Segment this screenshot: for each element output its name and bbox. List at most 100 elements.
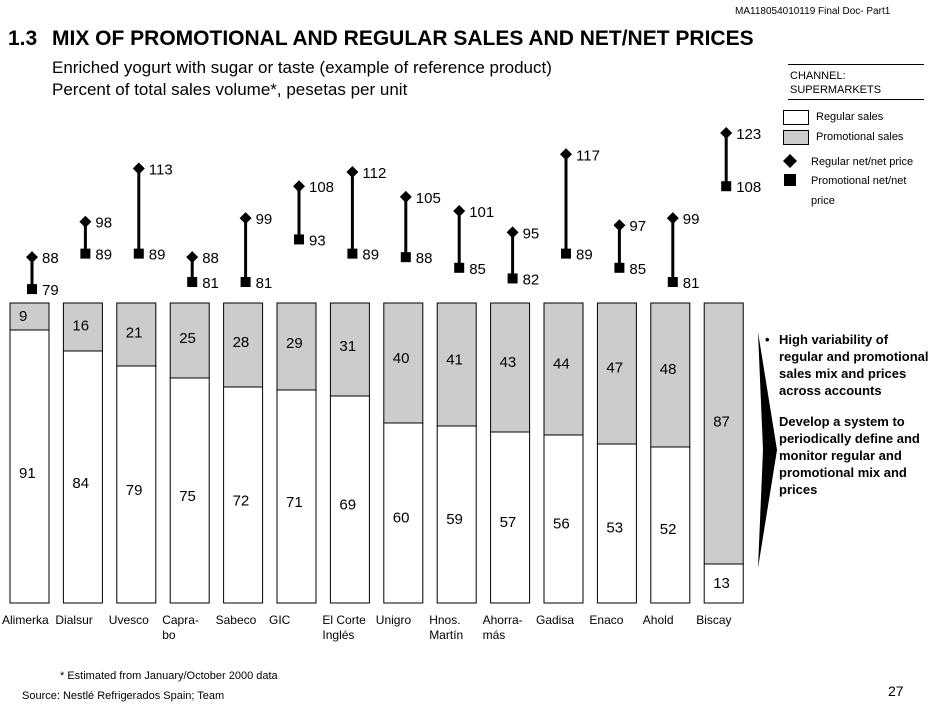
category-label: Martín: [429, 628, 463, 642]
bar-label-regular: 57: [500, 514, 517, 531]
bar-label-promotional: 9: [19, 308, 27, 325]
bar-regular: [223, 386, 264, 604]
bar-label-regular: 75: [179, 488, 196, 505]
bar-promotional: [703, 302, 744, 565]
category-label: GIC: [269, 613, 291, 627]
bar-label-regular: 53: [606, 520, 623, 537]
regular-price-label: 99: [683, 211, 700, 228]
subtitle-product: Enriched yogurt with sugar or taste (exa…: [52, 58, 552, 77]
subtitle-units: Percent of total sales volume*, pesetas …: [52, 80, 408, 99]
promotional-price-marker: [454, 262, 465, 273]
regular-price-marker: [453, 205, 466, 218]
bar-label-regular: 91: [19, 465, 36, 482]
bar-promotional: [223, 302, 264, 388]
bar-label-regular: 59: [446, 511, 463, 528]
regular-price-marker: [186, 251, 199, 264]
channel-label: CHANNEL: SUPERMARKETS: [788, 64, 924, 100]
promotional-price-label: 89: [576, 247, 593, 264]
page-number: 27: [888, 683, 904, 699]
category-label: Hnos.: [429, 613, 460, 627]
promotional-price-label: 81: [202, 275, 219, 292]
regular-price-marker: [506, 226, 519, 239]
bar-label-promotional: 21: [126, 324, 143, 341]
bar-promotional: [650, 302, 691, 448]
bar-label-regular: 56: [553, 515, 570, 532]
promotional-price-label: 81: [256, 275, 273, 292]
promotional-price-label: 108: [736, 179, 761, 196]
bar-label-regular: 52: [660, 521, 677, 538]
category-label: Ahorra-: [483, 613, 523, 627]
bar-label-promotional: 25: [179, 330, 196, 347]
category-label: Capra-: [162, 613, 199, 627]
promotional-price-label: 85: [469, 261, 486, 278]
bar-regular: [383, 422, 424, 604]
section-number: 1.3: [8, 27, 38, 50]
regular-price-label: 117: [576, 147, 600, 164]
bar-regular: [276, 389, 317, 604]
legend-regular-swatch: [783, 110, 809, 125]
regular-price-label: 88: [202, 250, 219, 267]
source-label: Source:: [22, 690, 60, 702]
promotional-price-marker: [561, 248, 571, 259]
bar-promotional: [329, 302, 370, 397]
bar-label-promotional: 28: [233, 334, 250, 351]
bar-label-promotional: 41: [446, 351, 463, 368]
bar-promotional: [543, 302, 584, 436]
legend-promotional-price: Promotional net/net: [811, 175, 907, 187]
bar-regular: [62, 350, 103, 604]
bar-regular: [116, 365, 157, 604]
legend-regular-sales: Regular sales: [816, 111, 884, 123]
bar-promotional: [169, 302, 210, 379]
promotional-price-label: 81: [683, 275, 700, 292]
bar-label-regular: 71: [286, 494, 303, 511]
regular-price-marker: [613, 219, 626, 232]
promotional-price-marker: [347, 248, 358, 259]
arrow-icon: [758, 332, 777, 568]
bar-promotional: [116, 302, 157, 367]
category-label: Gadisa: [536, 613, 574, 627]
promotional-price-label: 79: [42, 282, 59, 299]
bar-label-promotional: 16: [72, 318, 89, 335]
bar-regular: [329, 395, 370, 604]
legend-promotional-sales: Promotional sales: [816, 131, 904, 143]
legend-promotional-price-cont: price: [811, 195, 835, 207]
bar-promotional: [490, 302, 531, 433]
bar-promotional: [383, 302, 424, 424]
regular-price-marker: [666, 212, 679, 225]
legend-regular-price: Regular net/net price: [811, 156, 914, 168]
bar-regular: [490, 431, 531, 604]
channel-label-line1: CHANNEL:: [790, 70, 846, 82]
regular-price-marker: [560, 148, 572, 161]
regular-price-label: 88: [42, 250, 59, 267]
regular-price-label: 123: [736, 126, 761, 143]
takeaway-item: • Develop a system to periodically defin…: [765, 413, 930, 498]
category-label: El Corte: [322, 613, 366, 627]
bar-label-regular: 60: [393, 510, 410, 527]
bar-regular: [650, 446, 691, 604]
regular-price-label: 108: [309, 179, 334, 196]
category-label: Inglés: [322, 628, 354, 642]
promotional-price-label: 93: [309, 232, 326, 249]
bar-promotional: [9, 302, 50, 331]
bar-regular: [596, 443, 637, 604]
promotional-price-marker: [27, 284, 37, 295]
regular-price-label: 98: [95, 215, 112, 232]
regular-price-marker: [239, 212, 252, 225]
source-note: Source: Nestlé Refrigerados Spain; Team: [22, 690, 224, 702]
category-label: Alimerka: [2, 613, 49, 627]
promotional-price-marker: [294, 234, 304, 245]
bar-label-promotional: 47: [606, 359, 623, 376]
promotional-price-marker: [507, 273, 518, 284]
takeaway-item: • High variability of regular and promot…: [765, 331, 930, 399]
bar-promotional: [62, 302, 103, 352]
promotional-price-marker: [614, 262, 625, 273]
bar-promotional: [436, 302, 477, 427]
category-label: Biscay: [696, 613, 731, 627]
regular-price-label: 95: [523, 225, 540, 242]
category-label: Dialsur: [55, 613, 92, 627]
legend-promotional-swatch: [783, 130, 809, 145]
bar-label-promotional: 43: [500, 354, 517, 371]
regular-price-label: 97: [629, 218, 646, 235]
bar-label-regular: 72: [233, 492, 250, 509]
bar-regular: [543, 434, 584, 604]
